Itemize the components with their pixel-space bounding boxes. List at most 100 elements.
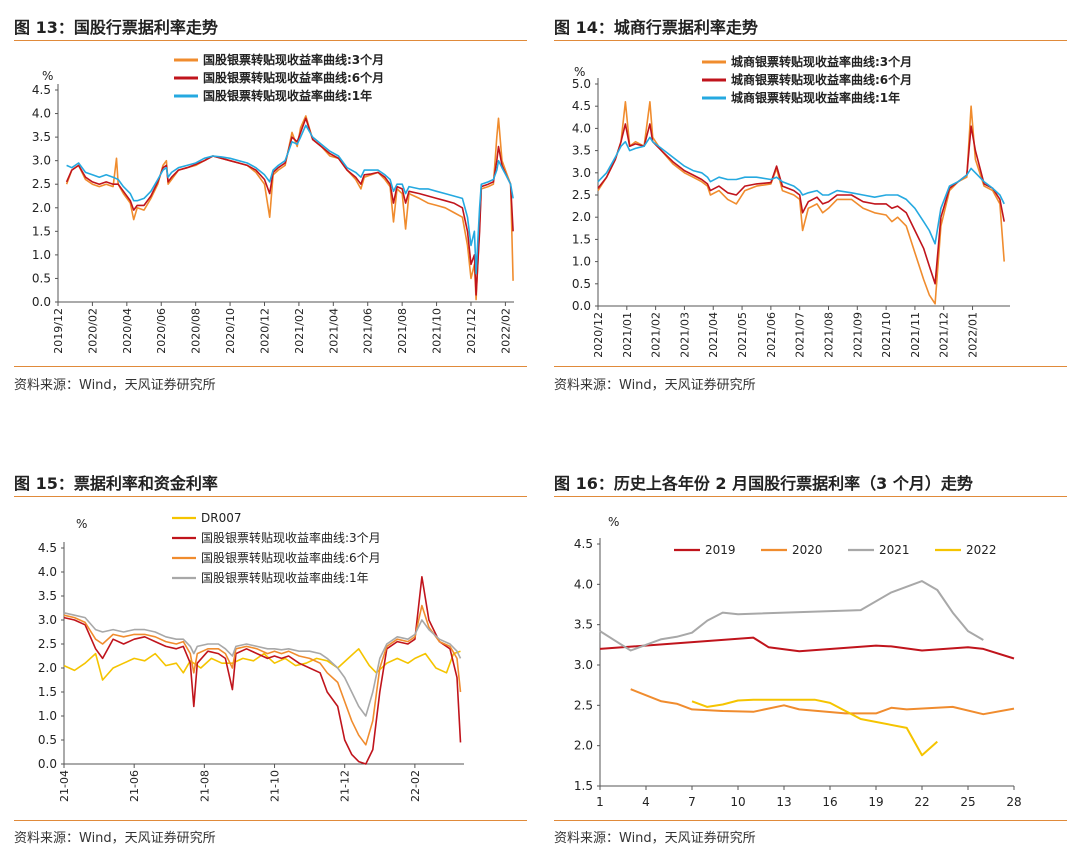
y-axis-unit-label: % bbox=[76, 517, 87, 531]
x-tick-label: 28 bbox=[1006, 795, 1021, 809]
y-tick-label: 2.0 bbox=[38, 661, 57, 675]
series-line-2021 bbox=[599, 580, 984, 652]
y-tick-label: 3.0 bbox=[32, 154, 51, 168]
y-tick-label: 4.0 bbox=[38, 565, 57, 579]
title-divider bbox=[14, 40, 527, 41]
source-note: 资料来源：Wind，天风证券研究所 bbox=[14, 378, 216, 393]
legend-label: 国股银票转贴现收益率曲线:1年 bbox=[203, 88, 372, 103]
legend-label: 2020 bbox=[792, 543, 823, 557]
figure-title: 图 14：城商行票据利率走势 bbox=[554, 18, 758, 37]
x-tick-label: 1 bbox=[596, 795, 604, 809]
y-tick-label: 2.5 bbox=[32, 177, 51, 191]
y-tick-label: 0.0 bbox=[38, 757, 57, 771]
x-tick-label: 13 bbox=[776, 795, 791, 809]
legend-label: 国股银票转贴现收益率曲线:6个月 bbox=[201, 550, 381, 565]
y-tick-label: 2.0 bbox=[572, 210, 591, 224]
x-tick-label: 2021/09 bbox=[851, 312, 864, 358]
y-tick-label: 1.0 bbox=[38, 709, 57, 723]
y-axis-unit-label: % bbox=[608, 515, 619, 529]
y-tick-label: 1.5 bbox=[572, 232, 591, 246]
x-tick-label: 22-02 bbox=[409, 770, 422, 802]
series-line-国股银票转贴现收益率曲线:1年 bbox=[66, 124, 514, 275]
x-tick-label: 2020/02 bbox=[86, 308, 99, 354]
y-tick-label: 4.0 bbox=[574, 577, 593, 591]
y-tick-label: 3.0 bbox=[38, 613, 57, 627]
source-note: 资料来源：Wind，天风证券研究所 bbox=[554, 831, 756, 846]
legend-label: 城商银票转贴现收益率曲线:1年 bbox=[731, 90, 900, 105]
x-tick-label: 21-10 bbox=[269, 770, 282, 802]
series-line-2019 bbox=[599, 636, 1015, 660]
series-line-国股银票转贴现收益率曲线:6个月 bbox=[63, 604, 462, 746]
figure-title: 图 13：国股行票据利率走势 bbox=[14, 18, 218, 37]
y-tick-label: 1.5 bbox=[32, 224, 51, 238]
figure-title: 图 15：票据利率和资金利率 bbox=[14, 474, 218, 493]
figure-title: 图 16：历史上各年份 2 月国股行票据利率（3 个月）走势 bbox=[554, 474, 973, 493]
y-tick-label: 1.0 bbox=[32, 248, 51, 262]
source-divider bbox=[14, 820, 527, 821]
x-tick-label: 2021/03 bbox=[678, 312, 691, 358]
x-tick-label: 2020/06 bbox=[155, 308, 168, 354]
source-divider bbox=[14, 366, 527, 367]
y-tick-label: 3.5 bbox=[32, 130, 51, 144]
x-tick-label: 21-06 bbox=[128, 770, 141, 802]
figure-13-chart: % 0.0 0.5 1.0 1.5 2.0 2.5 3.0 3.5 4.0 4.5 2019/12 20… bbox=[32, 52, 514, 354]
y-tick-label: 4.5 bbox=[32, 83, 51, 97]
x-tick-label: 2021/08 bbox=[396, 308, 409, 354]
title-divider bbox=[14, 496, 527, 497]
legend-label: 2021 bbox=[879, 543, 910, 557]
y-tick-label: 4.5 bbox=[572, 99, 591, 113]
x-tick-label: 2021/04 bbox=[327, 308, 340, 354]
y-axis-unit-label: % bbox=[42, 69, 53, 83]
x-tick-label: 2019/12 bbox=[52, 308, 65, 354]
y-tick-label: 0.5 bbox=[32, 271, 51, 285]
y-tick-label: 3.0 bbox=[574, 658, 593, 672]
legend-label: 2019 bbox=[705, 543, 736, 557]
x-tick-label: 2020/12 bbox=[592, 312, 605, 358]
series-line-城商银票转贴现收益率曲线:1年 bbox=[597, 136, 1005, 245]
x-tick-label: 2021/02 bbox=[650, 312, 663, 358]
figure-13-panel: 图 13：国股行票据利率走势 % 0.0 0.5 1.0 1.5 2.0 2.5 3.0 3.5… bbox=[14, 12, 527, 402]
legend-label: 2022 bbox=[966, 543, 997, 557]
x-tick-label: 2021/12 bbox=[938, 312, 951, 358]
y-tick-label: 3.5 bbox=[38, 589, 57, 603]
source-note: 资料来源：Wind，天风证券研究所 bbox=[14, 831, 216, 846]
y-tick-label: 0.5 bbox=[572, 277, 591, 291]
x-tick-label: 4 bbox=[642, 795, 650, 809]
y-tick-label: 1.0 bbox=[572, 255, 591, 269]
figure-15-panel: 图 15：票据利率和资金利率 % 0.0 0.5 1.0 1.5 2.0 2.5 3.0 3.5… bbox=[14, 468, 527, 853]
figure-16-panel: 图 16：历史上各年份 2 月国股行票据利率（3 个月）走势 % 1.5 2.0 2.… bbox=[554, 468, 1067, 853]
x-tick-label: 2021/10 bbox=[880, 312, 893, 358]
series-line-国股银票转贴现收益率曲线:1年 bbox=[63, 612, 462, 717]
x-tick-label: 21-04 bbox=[58, 770, 71, 802]
x-tick-label: 2021/08 bbox=[822, 312, 835, 358]
y-tick-label: 0.5 bbox=[38, 733, 57, 747]
x-tick-label: 2020/04 bbox=[121, 308, 134, 354]
source-note: 资料来源：Wind，天风证券研究所 bbox=[554, 378, 756, 393]
y-tick-label: 2.5 bbox=[574, 698, 593, 712]
y-tick-label: 4.5 bbox=[574, 537, 593, 551]
x-tick-label: 2021/11 bbox=[909, 312, 922, 358]
y-tick-label: 4.0 bbox=[572, 121, 591, 135]
x-tick-label: 16 bbox=[822, 795, 837, 809]
figure-15-chart: % 0.0 0.5 1.0 1.5 2.0 2.5 3.0 3.5 4.0 4.5 21-04 21-0… bbox=[38, 511, 464, 802]
y-axis-unit-label: % bbox=[574, 65, 585, 79]
x-tick-label: 2022/02 bbox=[499, 308, 512, 354]
figure-16-chart: % 1.5 2.0 2.5 3.0 3.5 4.0 4.5 1 4 7 10 13 16 19 22 25 28 2… bbox=[574, 515, 1022, 809]
y-tick-label: 3.5 bbox=[572, 144, 591, 158]
series-line-2020 bbox=[630, 688, 1015, 716]
x-tick-label: 2021/06 bbox=[362, 308, 375, 354]
legend-label: 城商银票转贴现收益率曲线:3个月 bbox=[731, 54, 912, 69]
y-tick-label: 1.5 bbox=[574, 779, 593, 793]
legend-label: 国股银票转贴现收益率曲线:3个月 bbox=[203, 52, 384, 67]
y-tick-label: 2.5 bbox=[572, 188, 591, 202]
series-line-2022 bbox=[691, 698, 938, 757]
x-tick-label: 22 bbox=[914, 795, 929, 809]
y-tick-label: 3.0 bbox=[572, 166, 591, 180]
x-tick-label: 2021/02 bbox=[293, 308, 306, 354]
y-tick-label: 2.0 bbox=[32, 201, 51, 215]
title-divider bbox=[554, 496, 1067, 497]
x-tick-label: 2020/10 bbox=[224, 308, 237, 354]
legend-label: 国股银票转贴现收益率曲线:3个月 bbox=[201, 530, 381, 545]
y-tick-label: 2.5 bbox=[38, 637, 57, 651]
source-divider bbox=[554, 366, 1067, 367]
